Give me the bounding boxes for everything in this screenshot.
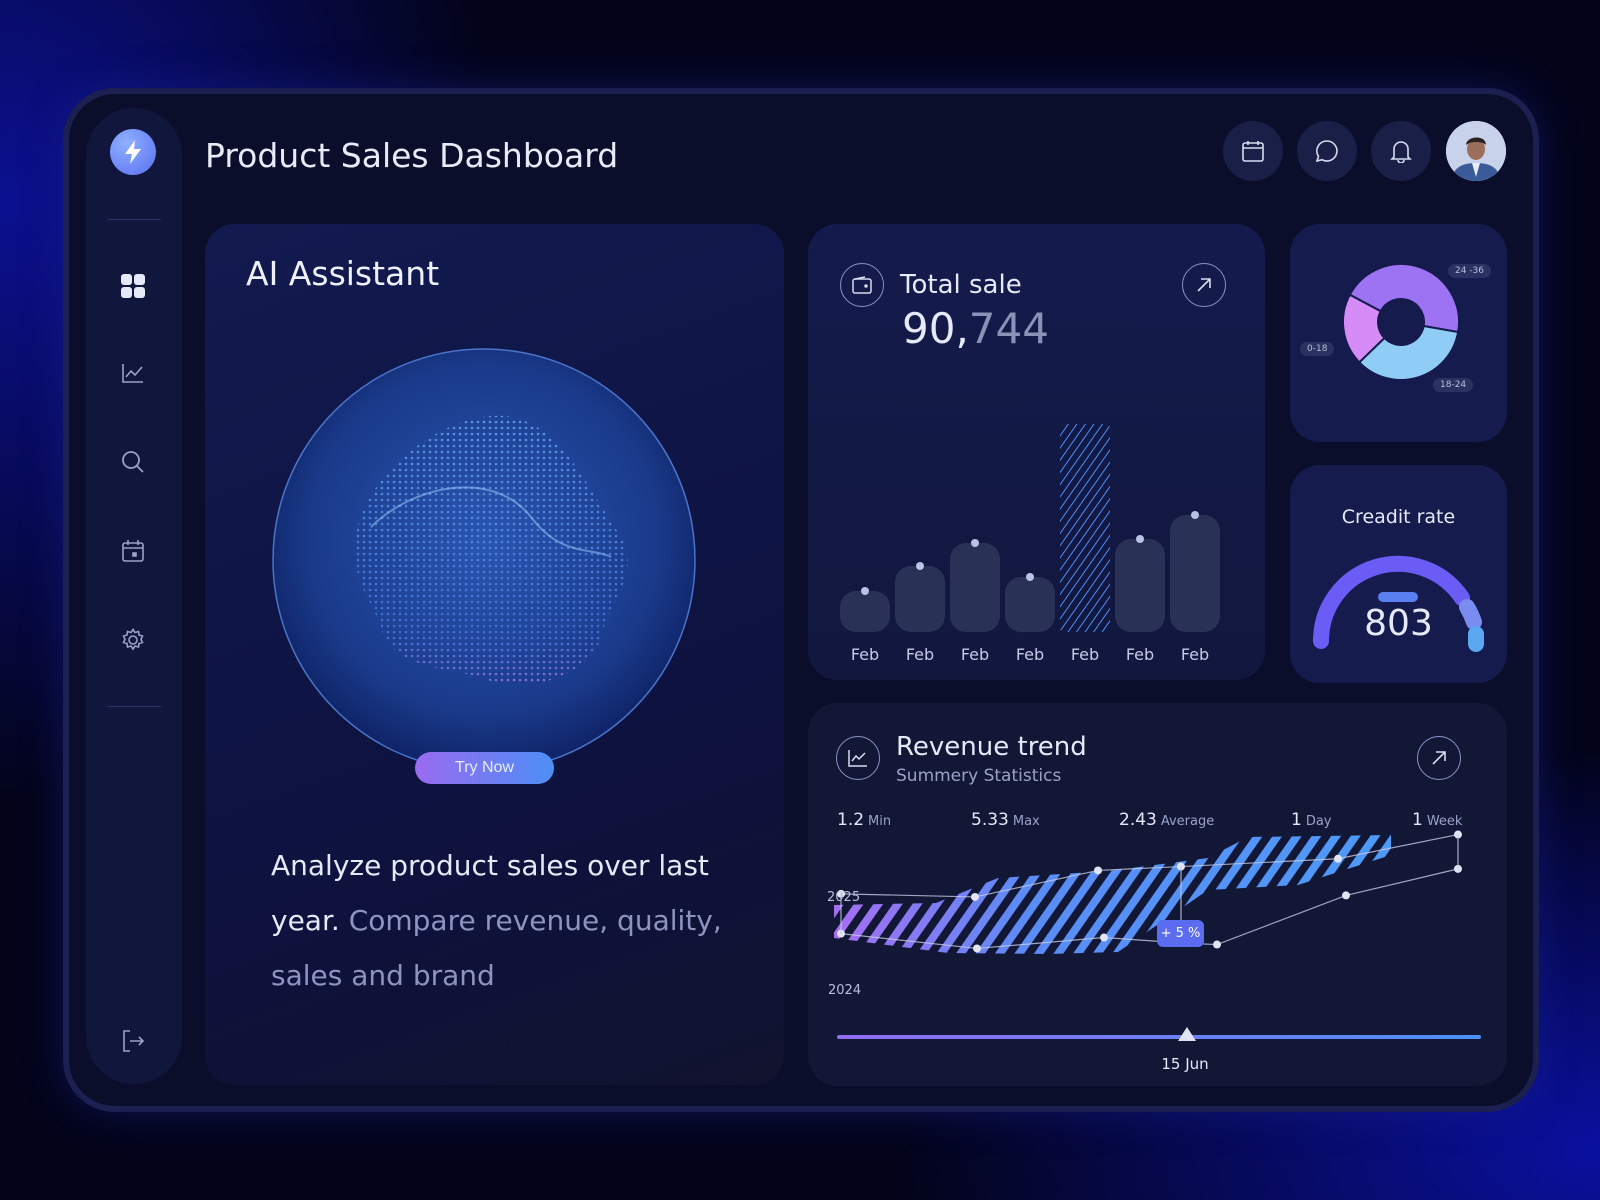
ai-orb-illustration	[272, 348, 696, 772]
change-badge: + 5 %	[1157, 920, 1204, 947]
gauge-arc-main	[1312, 555, 1470, 649]
bar	[895, 566, 945, 632]
bar	[1115, 539, 1165, 632]
data-point	[971, 892, 979, 901]
bar-point	[1136, 535, 1144, 543]
lightning-icon[interactable]	[110, 129, 156, 175]
bar-label: Feb	[851, 645, 879, 664]
total-sale-value: 90,744	[902, 304, 1049, 353]
sidebar	[86, 108, 182, 1084]
donut-segment	[1348, 263, 1460, 334]
total-sale-value-main: 90,	[902, 304, 969, 353]
donut-label-18-24: 18-24	[1433, 378, 1474, 392]
bar-point	[861, 587, 869, 595]
donut-segment	[1342, 293, 1386, 364]
data-point	[1454, 864, 1462, 873]
bar-point	[916, 562, 924, 570]
gauge-badge	[1378, 592, 1418, 602]
credit-gauge	[1312, 555, 1484, 652]
data-point	[1342, 891, 1350, 900]
bar-label: Feb	[1016, 645, 1044, 664]
data-point	[1177, 862, 1185, 871]
age-donut-chart	[1342, 263, 1460, 381]
ai-description-muted: Compare revenue, quality, sales and bran…	[271, 904, 722, 992]
settings-icon[interactable]	[118, 625, 148, 655]
sidebar-divider	[107, 219, 161, 220]
donut-label-24-36: 24 -36	[1448, 264, 1492, 278]
data-point	[837, 889, 845, 898]
ai-assistant-title: AI Assistant	[246, 254, 440, 293]
data-point	[973, 944, 981, 953]
bar	[1005, 577, 1055, 632]
date-slider-thumb[interactable]	[1177, 1026, 1197, 1042]
bar-label: Feb	[906, 645, 934, 664]
data-point	[1094, 866, 1102, 875]
bell-icon	[1390, 141, 1412, 163]
bar-label: Feb	[1181, 645, 1209, 664]
chat-button[interactable]	[1297, 121, 1357, 181]
sidebar-divider	[107, 706, 161, 707]
bar-label: Feb	[961, 645, 989, 664]
page-title: Product Sales Dashboard	[205, 136, 619, 175]
donut-label-0-18: 0-18	[1300, 342, 1335, 356]
data-point	[1334, 854, 1342, 863]
bar-label: Feb	[1126, 645, 1154, 664]
ai-description: Analyze product sales over last year. Co…	[271, 838, 741, 1003]
series-label-2024: 2024	[828, 983, 862, 998]
total-sale-title: Total sale	[900, 270, 1022, 300]
try-now-button[interactable]: Try Now	[415, 752, 554, 784]
stat-average: 2.43 Average	[1119, 810, 1215, 830]
data-point	[1454, 830, 1462, 839]
bar	[1170, 515, 1220, 632]
calendar-button[interactable]	[1223, 121, 1283, 181]
line-chart-icon	[836, 736, 880, 780]
revenue-title: Revenue trend	[896, 732, 1087, 762]
credit-rate-value: 803	[1364, 603, 1433, 644]
search-icon[interactable]	[118, 447, 148, 477]
data-point	[1213, 940, 1221, 949]
calendar-icon	[1242, 141, 1264, 162]
wallet-icon	[840, 263, 884, 307]
total-sale-open-button[interactable]	[1182, 263, 1226, 307]
notifications-button[interactable]	[1371, 121, 1431, 181]
bar	[950, 543, 1000, 632]
bar-point	[971, 539, 979, 547]
age-distribution-card	[1290, 224, 1507, 442]
revenue-subtitle: Summery Statistics	[896, 766, 1062, 786]
arrow-up-right-icon	[1432, 751, 1446, 765]
revenue-band	[834, 835, 1391, 954]
bar-point	[1026, 573, 1034, 581]
bar	[840, 591, 890, 632]
analytics-icon[interactable]	[118, 358, 148, 388]
revenue-open-button[interactable]	[1417, 736, 1461, 780]
user-avatar[interactable]	[1446, 121, 1506, 181]
chat-icon	[1315, 140, 1338, 163]
total-sale-value-muted: 744	[968, 304, 1049, 353]
bar	[1060, 424, 1110, 632]
stat-day[interactable]: 1 Day	[1291, 810, 1332, 830]
arrow-up-right-icon	[1197, 278, 1211, 292]
series-line-2025	[840, 833, 1459, 898]
ai-description-strong: Analyze product sales over last year.	[271, 849, 709, 937]
bar-point	[1191, 511, 1199, 519]
stat-min: 1.2 Min	[837, 810, 892, 830]
stat-max: 5.33 Max	[971, 810, 1040, 830]
gauge-arc-mid	[1459, 599, 1482, 630]
bar-label: Feb	[1071, 645, 1099, 664]
credit-rate-title: Creadit rate	[1341, 506, 1456, 528]
dashboard-icon[interactable]	[118, 271, 148, 301]
calendar-icon[interactable]	[118, 536, 148, 566]
data-point	[1100, 933, 1108, 942]
date-slider-label: 15 Jun	[1161, 1055, 1209, 1073]
stat-week[interactable]: 1 Week	[1412, 810, 1463, 830]
date-slider-track[interactable]	[837, 1035, 1481, 1039]
total-sale-bar-chart: Feb Feb Feb Feb Feb Feb Feb	[840, 424, 1220, 664]
series-label-2025: 2025	[827, 890, 861, 905]
logout-icon[interactable]	[118, 1026, 148, 1056]
